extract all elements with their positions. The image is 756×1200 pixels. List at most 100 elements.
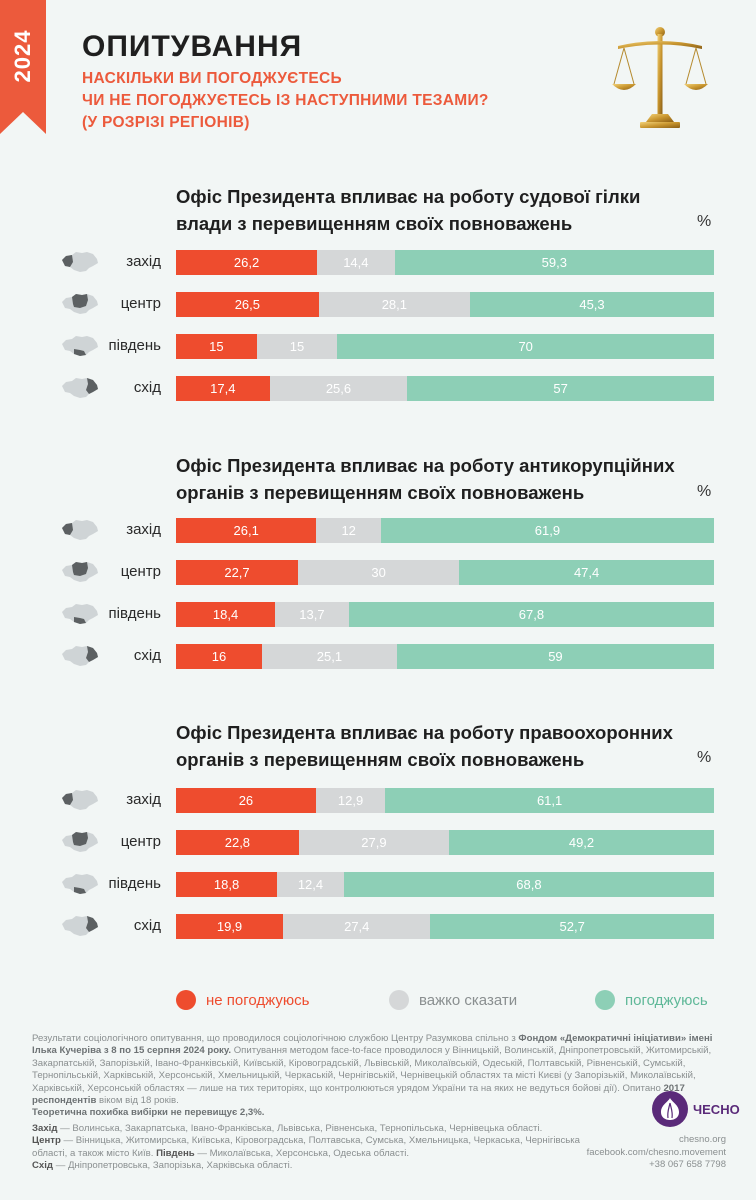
region-label: схід [133, 379, 161, 396]
stacked-bar: 19,9 27,4 52,7 [176, 914, 714, 939]
chesno-logo[interactable]: ЧЕСНО [652, 1091, 740, 1127]
bar-segment-agree: 57 [407, 376, 714, 401]
footnote-sampling-error: Теоретична похибка вибірки не перевищує … [32, 1107, 265, 1119]
footnote-organization: Фондом «Демократичні ініціативи» імені І… [32, 1033, 713, 1057]
legend-label: не погоджуюсь [206, 991, 310, 1009]
region-label: схід [133, 917, 161, 934]
region-label: південь [108, 875, 161, 892]
ukraine-region-map-icon [62, 294, 98, 314]
bar-segment-disagree: 16 [176, 644, 262, 669]
bar-segment-hard: 27,9 [298, 830, 450, 855]
region-definition-label: Південь [156, 1147, 195, 1159]
stacked-bar: 26,2 14,4 59,3 [176, 250, 714, 275]
bar-segment-hard: 27,4 [283, 914, 431, 939]
logo-text: ЧЕСНО [693, 1101, 740, 1117]
chart-row: захід 26,2 14,4 59,3 [0, 250, 756, 275]
chart-title-line: органів з перевищенням своїх повноважень [176, 749, 585, 770]
ukraine-region-map-icon [62, 252, 98, 272]
region-label: схід [133, 647, 161, 664]
chart-title: Офіс Президента впливає на роботу антико… [176, 452, 721, 506]
region-definition-text: — Миколаївська, Херсонська, Одеська обла… [194, 1147, 410, 1159]
bar-segment-agree: 59 [396, 644, 714, 669]
ukraine-region-map-icon [62, 646, 98, 666]
bar-segment-disagree: 26 [176, 788, 316, 813]
chart-row: південь 15 15 70 [0, 334, 756, 359]
stacked-bar: 22,8 27,9 49,2 [176, 830, 714, 855]
stacked-bar: 15 15 70 [176, 334, 714, 359]
chart-title: Офіс Президента впливає на роботу правоо… [176, 719, 721, 773]
year-label: 2024 [10, 29, 35, 83]
region-label: центр [120, 833, 161, 850]
legend-swatch [176, 990, 196, 1010]
survey-methodology-note: Результати соціологічного опитування, що… [32, 1033, 722, 1120]
site-link[interactable]: chesno.org [678, 1134, 726, 1145]
footnote-text: віком від 18 років. [96, 1095, 179, 1107]
ukraine-region-map-icon [62, 874, 98, 894]
phone-number: +38 067 658 7798 [649, 1159, 726, 1170]
bar-segment-agree: 59,3 [394, 250, 714, 275]
region-label: південь [108, 337, 161, 354]
chart-title-line: влади з перевищенням своїх повноважень [176, 213, 573, 234]
subtitle-line: (У РОЗРІЗІ РЕГІОНІВ) [82, 114, 250, 131]
region-label: захід [126, 521, 161, 538]
bar-segment-hard: 28,1 [318, 292, 471, 317]
bar-segment-agree: 47,4 [459, 560, 714, 585]
chart-title: Офіс Президента впливає на роботу судово… [176, 183, 721, 237]
bar-segment-hard: 30 [298, 560, 460, 585]
stacked-bar: 16 25,1 59 [176, 644, 714, 669]
bar-segment-disagree: 17,4 [176, 376, 270, 401]
garlic-logo-icon [652, 1091, 688, 1127]
bar-segment-disagree: 22,7 [176, 560, 298, 585]
chart-row: схід 19,9 27,4 52,7 [0, 914, 756, 939]
bar-segment-hard: 25,6 [269, 376, 408, 401]
region-label: південь [108, 605, 161, 622]
ukraine-region-map-icon [62, 562, 98, 582]
bar-segment-agree: 49,2 [449, 830, 714, 855]
chart-row: схід 16 25,1 59 [0, 644, 756, 669]
bar-segment-hard: 25,1 [261, 644, 397, 669]
bar-segment-hard: 12,9 [315, 788, 386, 813]
bar-segment-hard: 12 [316, 518, 381, 543]
stacked-bar: 26 12,9 61,1 [176, 788, 714, 813]
region-definition-label: Центр [32, 1135, 61, 1147]
legend-label: важко сказати [419, 991, 518, 1009]
stacked-bar: 26,5 28,1 45,3 [176, 292, 714, 317]
chart-row: центр 26,5 28,1 45,3 [0, 292, 756, 317]
legend: не погоджуюсь важко сказати погоджуюсь [0, 990, 756, 1016]
region-definition-text: — Дніпропетровська, Запорізька, Харківсь… [53, 1160, 293, 1172]
stacked-bar: 26,1 12 61,9 [176, 518, 714, 543]
ukraine-region-map-icon [62, 916, 98, 936]
chart-row: центр 22,7 30 47,4 [0, 560, 756, 585]
bar-segment-agree: 61,1 [385, 788, 714, 813]
legend-label: погоджуюсь [625, 991, 708, 1009]
scales-of-justice-icon [612, 27, 708, 128]
bar-segment-disagree: 26,5 [176, 292, 319, 317]
ukraine-region-map-icon [62, 336, 98, 356]
region-definition-text: — Волинська, Закарпатська, Івано-Франків… [57, 1123, 543, 1134]
year-tab: 2024 [0, 0, 46, 134]
footnote-respondents: 2017 респондентів [32, 1082, 685, 1107]
stacked-bar: 22,7 30 47,4 [176, 560, 714, 585]
legend-item-agree: погоджуюсь [595, 990, 708, 1010]
region-label: захід [126, 791, 161, 808]
bar-segment-agree: 52,7 [430, 914, 714, 939]
percent-unit-label: % [697, 749, 712, 766]
percent-unit-label: % [697, 483, 712, 500]
bar-segment-agree: 67,8 [348, 602, 714, 627]
bar-segment-hard: 15 [256, 334, 338, 359]
bar-segment-hard: 14,4 [317, 250, 395, 275]
subtitle: НАСКІЛЬКИ ВИ ПОГОДЖУЄТЕСЬ ЧИ НЕ ПОГОДЖУЄ… [82, 68, 602, 134]
chart-row: захід 26,1 12 61,9 [0, 518, 756, 543]
region-label: центр [120, 563, 161, 580]
chart-title-line: Офіс Президента впливає на роботу судово… [176, 186, 641, 207]
footnote-text: Результати соціологічного опитування, що… [32, 1033, 519, 1044]
stacked-bar: 18,4 13,7 67,8 [176, 602, 714, 627]
bar-segment-agree: 68,8 [343, 872, 714, 897]
chart-row: центр 22,8 27,9 49,2 [0, 830, 756, 855]
region-label: центр [120, 295, 161, 312]
bar-segment-agree: 45,3 [470, 292, 714, 317]
region-definition-label: Захід [32, 1123, 58, 1134]
legend-item-disagree: не погоджуюсь [176, 990, 309, 1010]
bar-segment-hard: 13,7 [275, 602, 349, 627]
facebook-link[interactable]: facebook.com/chesno.movement [586, 1146, 726, 1158]
